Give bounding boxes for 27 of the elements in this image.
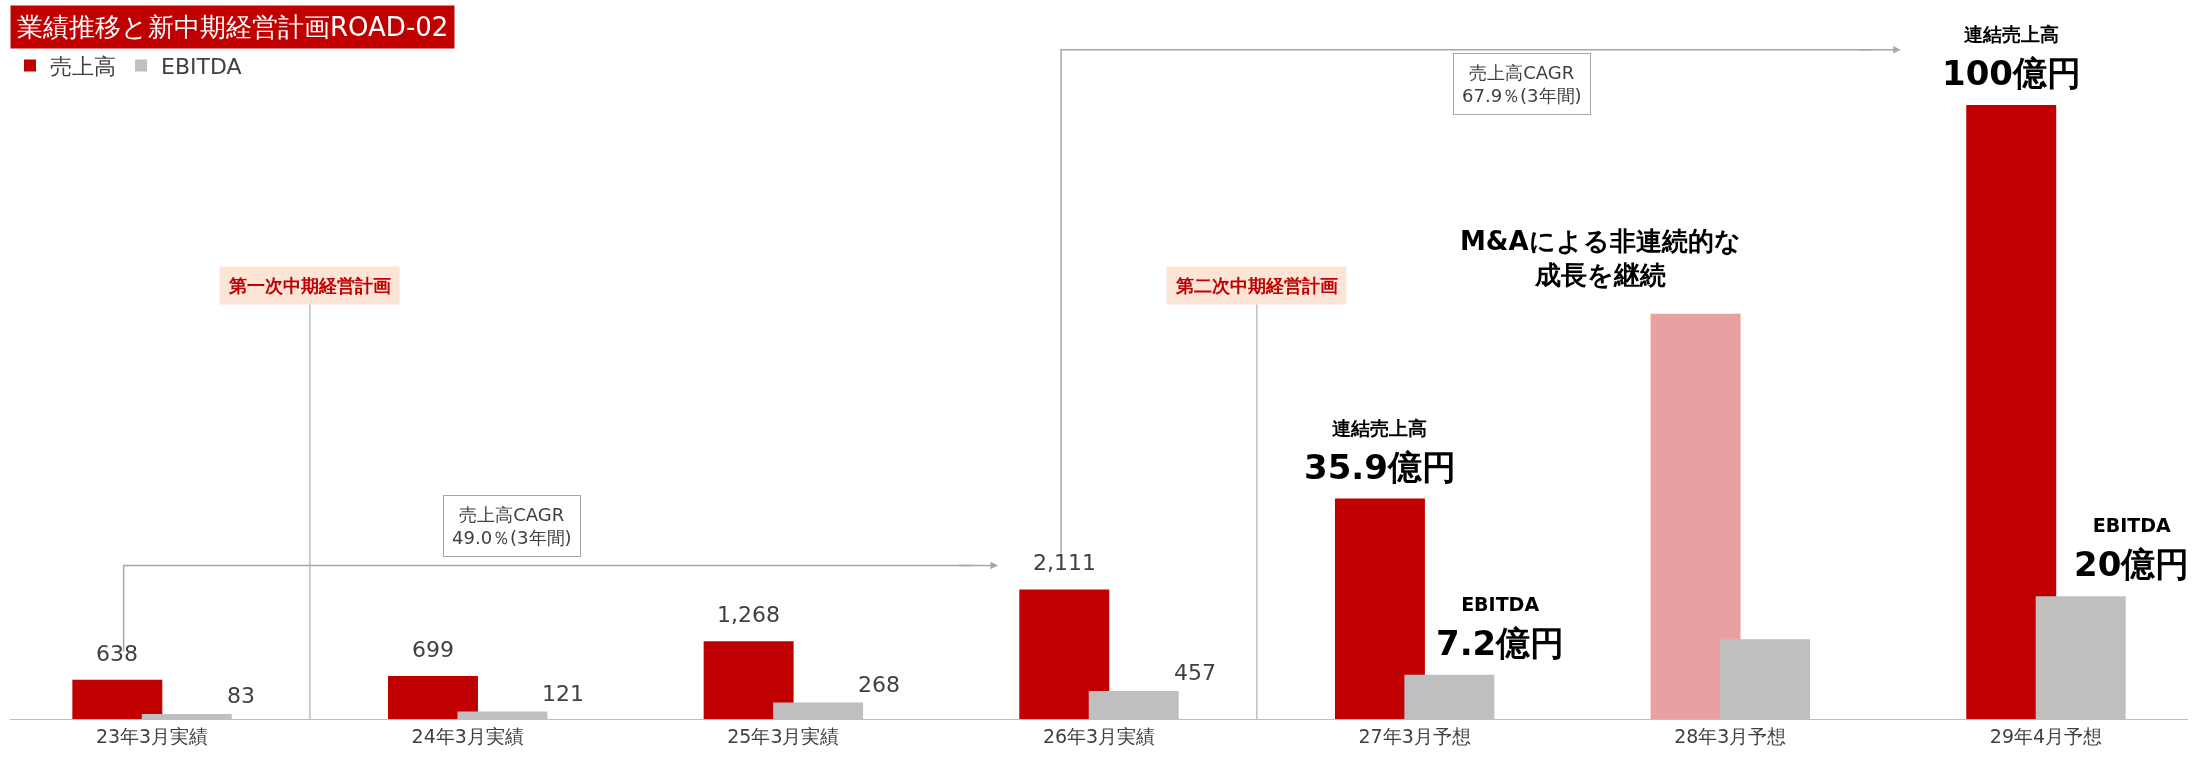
data-label: EBITDA 20億円 [2074, 514, 2190, 585]
x-tick-label: 27年3月予想 [1358, 724, 1471, 747]
data-label: 83 [227, 683, 255, 708]
data-label: 連結売上高 35.9億円 [1304, 417, 1456, 488]
legend-label: 売上高 [50, 53, 116, 79]
data-label: 457 [1174, 660, 1216, 685]
x-tick-label: 25年3月実績 [727, 724, 840, 747]
data-label: 1,268 [717, 602, 780, 627]
data-label: 121 [542, 681, 584, 706]
chart-title: 業績推移と新中期経営計画ROAD-02 [17, 12, 449, 42]
data-label: 699 [412, 637, 454, 662]
data-label: 638 [96, 641, 138, 666]
data-label: 2,111 [1033, 550, 1096, 575]
x-tick-label: 26年3月実績 [1042, 724, 1156, 747]
annotation: 第一次中期経営計画 [228, 275, 391, 296]
data-label: 連結売上高 100億円 [1942, 23, 2081, 94]
data-label: EBITDA 7.2億円 [1436, 593, 1565, 664]
x-tick-label: 24年3月実績 [411, 724, 524, 747]
x-tick-label: 28年3月予想 [1674, 724, 1787, 747]
annotation: 売上高CAGR 67.9％(3年間) [1462, 62, 1582, 107]
x-tick-label: 29年4月予想 [1989, 724, 2103, 747]
legend-label: EBITDA [161, 53, 242, 79]
data-label: 268 [858, 672, 900, 697]
x-tick-label: 23年3月実績 [95, 724, 209, 747]
annotation: 売上高CAGR 49.0％(3年間) [452, 504, 572, 549]
annotation: M&Aによる非連続的な成長を継続 [1460, 226, 1741, 290]
annotation: 第二次中期経営計画 [1175, 275, 1338, 296]
